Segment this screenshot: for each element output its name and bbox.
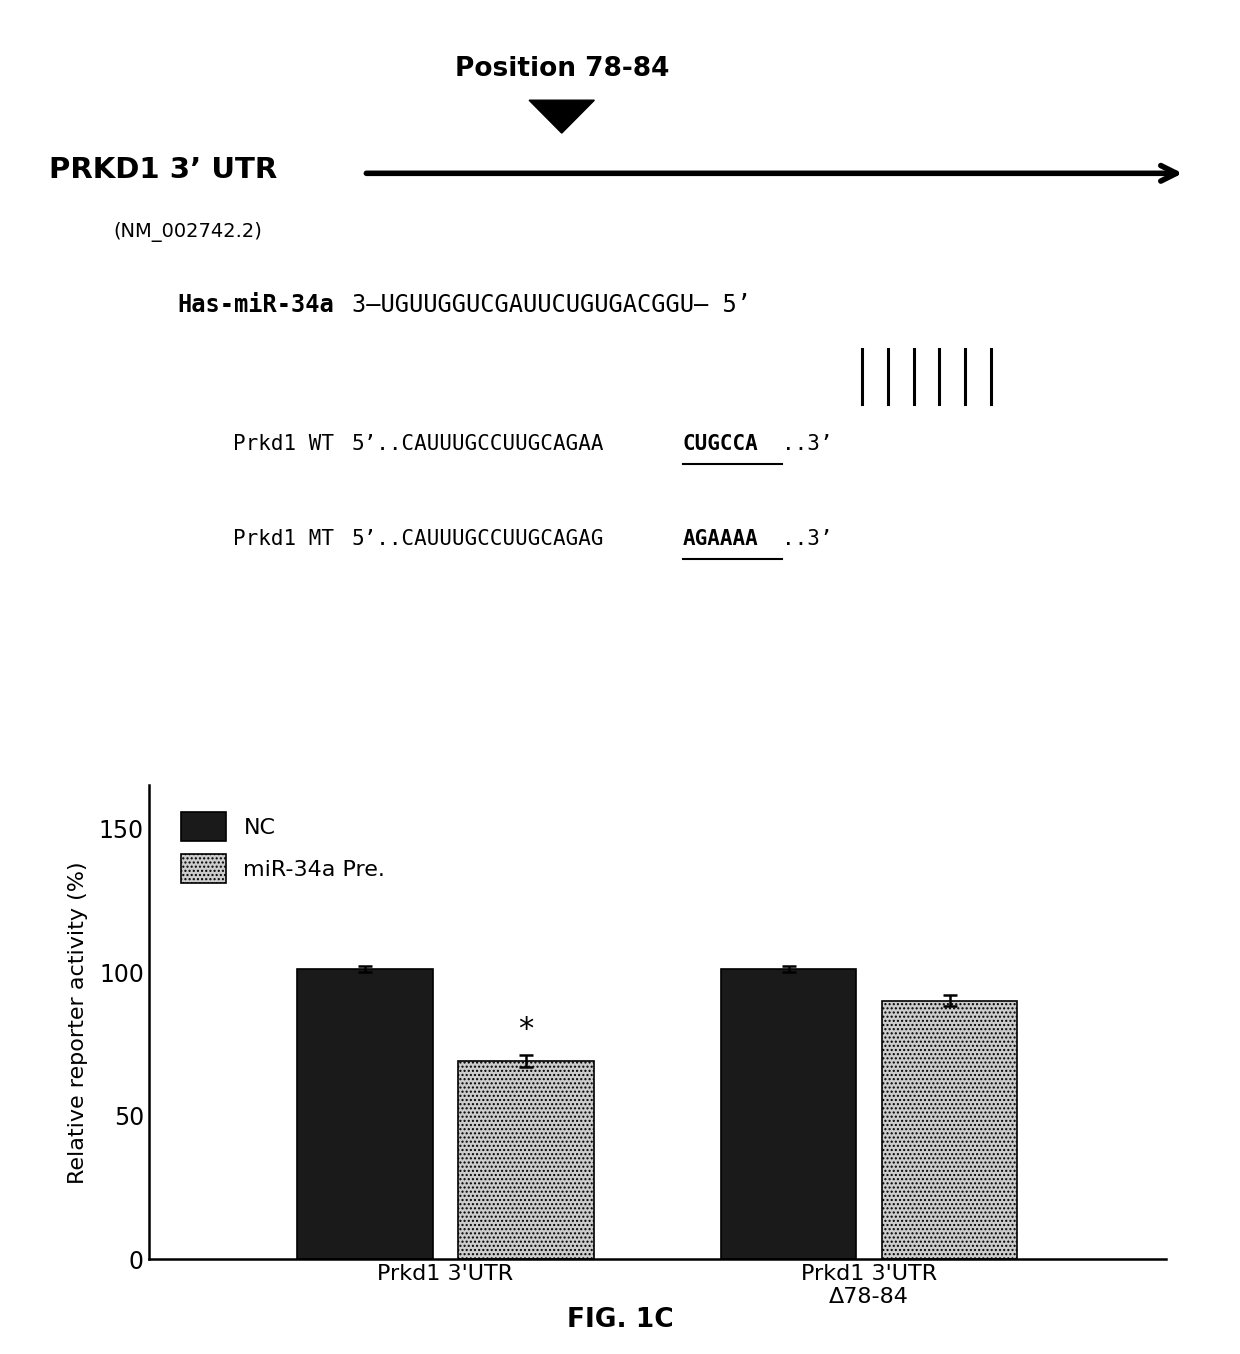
Bar: [458, 1062, 594, 1259]
Text: CUGCCA: CUGCCA: [683, 433, 759, 454]
Legend: NC, miR-34a Pre.: NC, miR-34a Pre.: [170, 802, 397, 894]
Y-axis label: Relative reporter activity (%): Relative reporter activity (%): [68, 861, 88, 1183]
Text: Position 78-84: Position 78-84: [455, 57, 668, 83]
Text: Prkd1 MT: Prkd1 MT: [233, 529, 335, 548]
Text: AGAAAA: AGAAAA: [683, 529, 759, 548]
Text: 5’..CAUUUGCCUUGCAGAG: 5’..CAUUUGCCUUGCAGAG: [352, 529, 604, 548]
Text: ..3’: ..3’: [782, 433, 833, 454]
Text: (NM_002742.2): (NM_002742.2): [113, 222, 262, 242]
Text: *: *: [518, 1014, 533, 1044]
Text: FIG. 1C: FIG. 1C: [567, 1307, 673, 1334]
Bar: [298, 969, 433, 1259]
Text: ..3’: ..3’: [782, 529, 833, 548]
Polygon shape: [529, 100, 594, 133]
Bar: [720, 969, 857, 1259]
Text: 5’..CAUUUGCCUUGCAGAA: 5’..CAUUUGCCUUGCAGAA: [352, 433, 604, 454]
Bar: [882, 1001, 1017, 1259]
Text: 3–UGUUGGUCGAUUCUGUGACGGU– 5’: 3–UGUUGGUCGAUUCUGUGACGGU– 5’: [352, 292, 751, 317]
Text: PRKD1 3’ UTR: PRKD1 3’ UTR: [48, 156, 277, 184]
Text: Prkd1 WT: Prkd1 WT: [233, 433, 335, 454]
Text: Has-miR-34a: Has-miR-34a: [177, 292, 335, 317]
